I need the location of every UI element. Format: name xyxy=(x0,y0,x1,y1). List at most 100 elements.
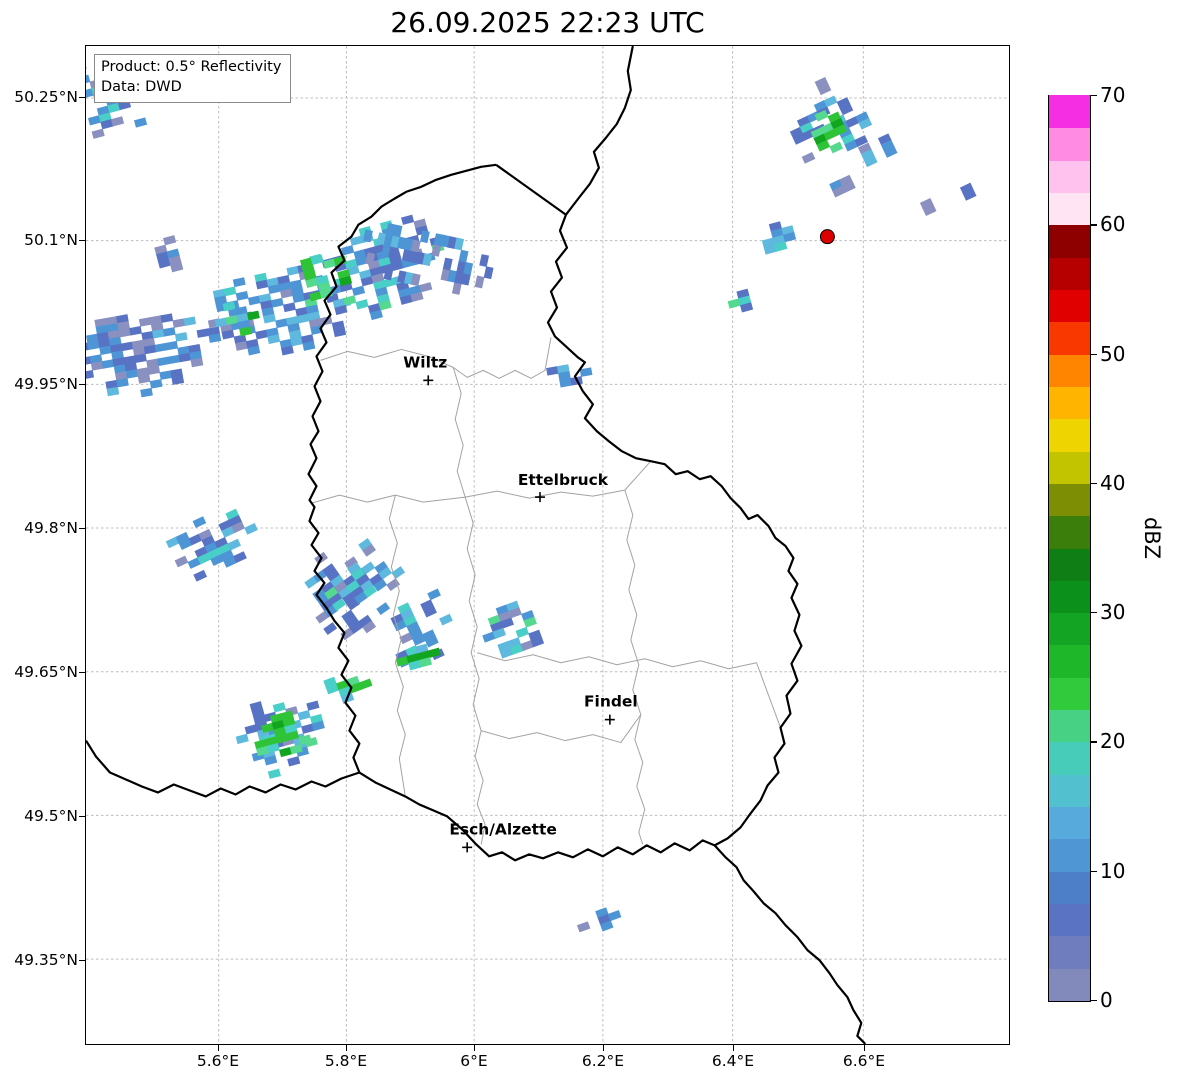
radar-echo-cell xyxy=(410,273,421,287)
colorbar-segment xyxy=(1049,160,1090,193)
colorbar-tick xyxy=(1091,95,1097,97)
radar-echo-cell xyxy=(423,605,437,618)
radar-echo-cell xyxy=(244,724,258,735)
radar-echo-cell xyxy=(363,229,373,243)
radar-echo-cell xyxy=(118,327,132,338)
radar-echo-cell xyxy=(255,279,269,290)
radar-echo-cell xyxy=(323,622,338,636)
radar-echo-cell xyxy=(796,115,811,128)
radar-echo-cell xyxy=(559,378,572,388)
radar-echo-cell xyxy=(235,341,249,351)
radar-echo-cell xyxy=(156,356,170,367)
radar-echo-cell xyxy=(221,526,236,538)
radar-echo-cell xyxy=(334,580,349,594)
radar-echo-cell xyxy=(247,345,261,356)
radar-echo-cell xyxy=(244,523,258,535)
radar-echo-cell xyxy=(392,224,403,238)
country-border xyxy=(713,844,867,1044)
radar-echo-cell xyxy=(376,602,391,616)
radar-echo-cell xyxy=(509,643,524,655)
x-tick-label: 6.2°E xyxy=(581,1052,625,1070)
radar-echo-cell xyxy=(345,615,360,629)
radar-echo-cell xyxy=(267,768,281,779)
radar-echo-cell xyxy=(419,282,433,293)
radar-echo-cell xyxy=(232,277,246,288)
radar-echo-cell xyxy=(111,350,124,360)
radar-echo-cell xyxy=(279,746,293,758)
colorbar-tick-label: 0 xyxy=(1100,988,1113,1012)
radar-echo-cell xyxy=(86,369,95,380)
y-tick-label: 50.1°N xyxy=(24,231,78,249)
radar-echo-cell xyxy=(310,254,324,265)
radar-echo-cell xyxy=(157,258,171,269)
radar-echo-cell xyxy=(363,584,377,598)
radar-echo-cell xyxy=(286,730,300,741)
colorbar-segment xyxy=(1049,483,1090,517)
radar-echo-cell xyxy=(857,142,872,155)
radar-echo-cell xyxy=(369,309,383,321)
radar-echo-cell xyxy=(842,180,856,193)
country-border xyxy=(86,739,360,798)
figure-title: 26.09.2025 22:23 UTC xyxy=(390,6,705,39)
radar-echo-cell xyxy=(817,83,832,96)
radar-echo-cell xyxy=(220,549,235,562)
radar-echo-cell xyxy=(212,288,226,299)
radar-echo-cell xyxy=(390,235,401,249)
radar-echo-cell xyxy=(341,245,355,256)
radar-echo-cell xyxy=(447,236,458,250)
radar-echo-cell xyxy=(304,575,319,589)
radar-echo-cell xyxy=(774,241,788,252)
radar-echo-cell xyxy=(297,710,311,721)
radar-echo-cell xyxy=(440,268,451,282)
radar-echo-cell xyxy=(338,275,353,287)
radar-echo-cell xyxy=(101,359,115,369)
radar-echo-cell xyxy=(98,338,111,349)
y-tick xyxy=(79,240,85,242)
colorbar-tick xyxy=(1091,224,1097,226)
radar-echo-cell xyxy=(558,371,571,381)
radar-echo-cell xyxy=(214,295,228,306)
radar-echo-cell xyxy=(110,343,123,354)
y-tick xyxy=(79,672,85,674)
radar-echo-cell xyxy=(165,536,180,549)
radar-echo-cell xyxy=(177,345,191,356)
radar-echo-cell xyxy=(483,266,494,280)
radar-echo-cell xyxy=(880,139,895,152)
radar-echo-cell xyxy=(236,312,250,323)
colorbar-tick-label: 70 xyxy=(1100,83,1126,107)
radar-echo-cell xyxy=(399,632,414,645)
colorbar-tick-label: 60 xyxy=(1100,212,1126,237)
radar-echo-cell xyxy=(836,97,851,109)
radar-echo-cell xyxy=(150,322,164,332)
radar-echo-cell xyxy=(201,535,216,548)
radar-echo-cell xyxy=(520,640,534,652)
map-canvas: Wiltz Ettelbruck Findel Esch/Alzette xyxy=(86,46,1009,1044)
radar-echo-cell xyxy=(354,591,368,605)
radar-echo-cell xyxy=(172,318,186,328)
x-tick-label: 5.8°E xyxy=(324,1052,368,1070)
colorbar-segment xyxy=(1049,289,1090,323)
radar-echo-cell xyxy=(124,362,138,372)
radar-echo-cell xyxy=(285,315,299,326)
radar-echo-cell xyxy=(90,361,104,371)
radar-echo-cell xyxy=(279,338,293,349)
radar-echo-cell xyxy=(919,197,934,210)
radar-echo-cell xyxy=(401,248,412,262)
radar-echo-cell xyxy=(322,258,337,269)
radar-echo-cell xyxy=(374,561,389,574)
radar-echo-cell xyxy=(362,543,377,557)
radar-echo-cell xyxy=(415,251,426,265)
radar-echo-cell xyxy=(844,139,859,152)
radar-echo-cell xyxy=(334,304,348,316)
city-label: Ettelbruck xyxy=(518,471,609,489)
radar-echo-cell xyxy=(227,538,241,551)
colorbar-segment xyxy=(1049,580,1090,614)
radar-echo-cell xyxy=(86,74,91,85)
radar-echo-cell xyxy=(351,585,366,599)
radar-echo-cell xyxy=(174,555,189,568)
radar-echo-cell xyxy=(247,295,261,306)
country-border xyxy=(565,46,634,216)
district-border xyxy=(320,337,552,379)
radar-echo-cell xyxy=(295,306,309,317)
radar-echo-cell xyxy=(349,235,363,246)
